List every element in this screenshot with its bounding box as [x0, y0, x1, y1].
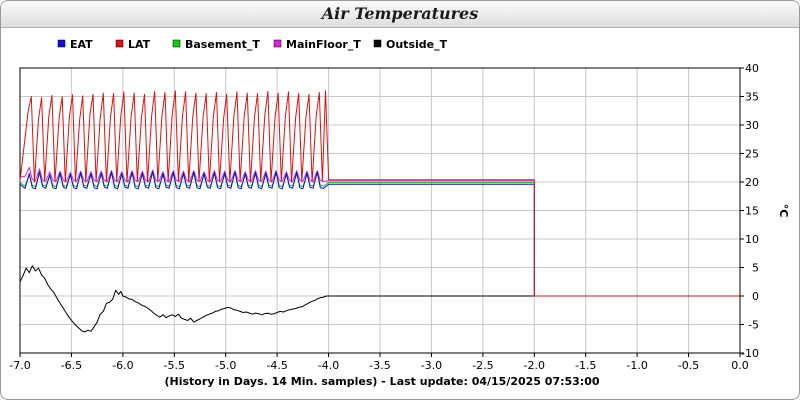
grid-lines	[19, 67, 741, 354]
y-tick-label: 35	[745, 91, 759, 104]
series-lines	[19, 90, 740, 333]
chart-title-bar: Air Temperatures	[1, 1, 799, 28]
y-tick-label: 20	[745, 176, 759, 189]
legend-label: LAT	[128, 38, 151, 51]
y-tick-label: 0	[752, 290, 759, 303]
x-tick-label: -4.0	[318, 359, 339, 372]
x-tick-label: -3.5	[369, 359, 390, 372]
x-tick-label: -3.0	[421, 359, 442, 372]
x-tick-label: -5.0	[215, 359, 236, 372]
x-tick-label: 0.0	[731, 359, 749, 372]
legend-label: MainFloor_T	[286, 38, 361, 51]
legend: EAT LAT Basement_T MainFloor_T Outside_T	[57, 38, 448, 51]
series-line-outside-t	[19, 265, 740, 333]
x-tick-label: -1.0	[626, 359, 647, 372]
x-tick-label: -6.0	[112, 359, 133, 372]
x-axis-ticks: -7.0 -6.5 -6.0 -5.5 -5.0 -4.5 -4.0 -3.5 -3.0 -2.5…	[9, 353, 749, 372]
x-tick-label: -7.0	[9, 359, 30, 372]
x-tick-label: -1.5	[575, 359, 596, 372]
x-tick-label: -2.0	[524, 359, 545, 372]
x-tick-label: -0.5	[678, 359, 699, 372]
legend-label: EAT	[70, 38, 93, 51]
legend-swatch	[57, 39, 66, 48]
legend-swatch	[172, 39, 181, 48]
series-line-lat	[19, 90, 740, 297]
y-tick-label: 30	[745, 119, 759, 132]
x-tick-label: -4.5	[266, 359, 287, 372]
y-tick-label: 5	[752, 262, 759, 275]
legend-label: Outside_T	[386, 38, 448, 51]
y-axis-ticks: -10 -5 0 5 10 15 20 25 30 35 40	[740, 62, 759, 360]
y-tick-label: 15	[745, 205, 759, 218]
series-line-mainfloor-t	[19, 166, 535, 182]
chart-title: Air Temperatures	[321, 4, 479, 23]
legend-swatch	[373, 39, 382, 48]
y-tick-label: -5	[748, 319, 759, 332]
x-tick-label: -2.5	[472, 359, 493, 372]
series-line-eat	[19, 170, 740, 297]
x-tick-label: -5.5	[164, 359, 185, 372]
x-axis-label: (History in Days. 14 Min. samples) - Las…	[164, 375, 599, 388]
legend-swatch	[273, 39, 282, 48]
x-tick-label: -6.5	[61, 359, 82, 372]
legend-label: Basement_T	[185, 38, 260, 51]
y-tick-label: 40	[745, 62, 759, 75]
y-tick-label: -10	[741, 347, 759, 360]
y-tick-label: 25	[745, 148, 759, 161]
y-tick-label: 10	[745, 233, 759, 246]
legend-swatch	[115, 39, 124, 48]
y-axis-label: °C	[777, 204, 790, 218]
